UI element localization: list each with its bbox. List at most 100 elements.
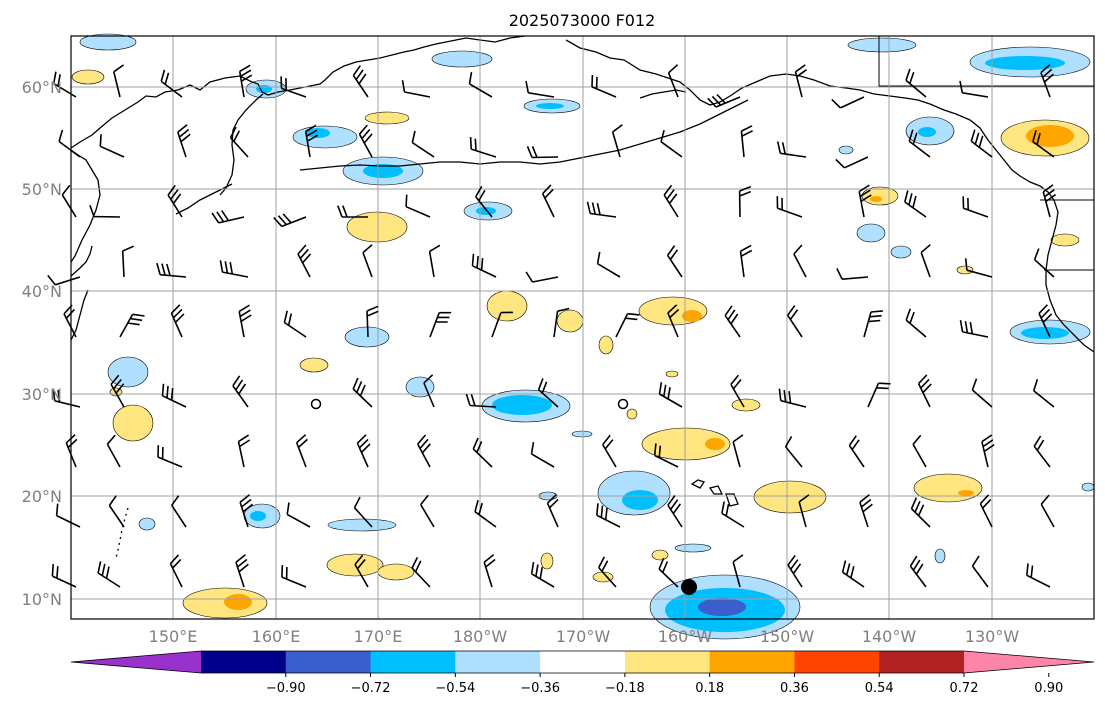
wind-barb bbox=[362, 244, 373, 278]
graticule bbox=[71, 36, 1094, 619]
contour-patch bbox=[918, 127, 936, 137]
wind-barb bbox=[959, 319, 989, 338]
wind-barb bbox=[905, 308, 927, 338]
lon-label: 160°E bbox=[252, 627, 301, 646]
wind-barb bbox=[52, 71, 77, 98]
wind-barb bbox=[1033, 248, 1055, 278]
wind-barb bbox=[295, 434, 308, 468]
wind-barb bbox=[156, 262, 187, 278]
wind-barb bbox=[411, 556, 431, 588]
wind-barb bbox=[238, 64, 253, 98]
wind-barb bbox=[1032, 129, 1055, 158]
contour-patch bbox=[327, 518, 397, 532]
island-chain bbox=[115, 507, 129, 559]
contour-patch bbox=[838, 145, 854, 155]
storm-center-marker bbox=[681, 579, 697, 595]
wind-barb bbox=[793, 244, 807, 278]
contour-patch bbox=[1081, 482, 1095, 492]
wind-barb bbox=[297, 244, 312, 278]
wind-barb bbox=[171, 495, 187, 528]
wind-barb bbox=[429, 311, 452, 338]
wind-barb bbox=[281, 565, 307, 588]
wind-barb bbox=[113, 64, 125, 98]
wind-barb bbox=[170, 304, 185, 338]
wind-barb bbox=[740, 125, 753, 158]
wind-barb bbox=[157, 445, 183, 468]
wind-barb bbox=[859, 494, 873, 528]
wind-barb bbox=[979, 494, 993, 528]
wind-barb bbox=[909, 555, 927, 588]
colorbar-tick-label: −0.54 bbox=[435, 681, 475, 696]
lon-label: 160°W bbox=[658, 627, 713, 646]
colorbar-tick-label: 0.54 bbox=[865, 681, 894, 696]
wind-barb bbox=[596, 251, 621, 278]
wind-barb bbox=[666, 245, 683, 278]
wind-barb bbox=[337, 205, 369, 218]
wind-barb bbox=[423, 374, 435, 408]
contour-patch bbox=[890, 245, 912, 259]
wind-barbs bbox=[47, 64, 1057, 588]
wind-barb bbox=[525, 80, 555, 98]
lat-label: 50°N bbox=[22, 180, 62, 199]
colorbar-segment bbox=[370, 651, 456, 673]
wind-barb bbox=[602, 434, 617, 468]
wind-barb bbox=[352, 65, 369, 98]
contour-patch bbox=[536, 103, 564, 109]
wind-barb bbox=[905, 68, 927, 98]
wind-barb bbox=[1032, 379, 1055, 408]
wind-barb bbox=[161, 383, 187, 408]
contour-patch bbox=[431, 50, 493, 68]
wind-barb bbox=[863, 310, 883, 338]
wind-barb bbox=[280, 76, 307, 98]
wind-barb bbox=[798, 494, 810, 528]
lat-label: 40°N bbox=[22, 282, 62, 301]
plot-frame bbox=[70, 35, 1095, 620]
wind-barb bbox=[615, 312, 640, 338]
wind-barb bbox=[908, 129, 931, 158]
wind-barb bbox=[304, 124, 319, 158]
wind-barb bbox=[663, 184, 679, 218]
wind-barb bbox=[61, 184, 77, 218]
coastline-hawaii bbox=[690, 479, 739, 507]
coastline-okhotsk bbox=[70, 149, 101, 263]
lon-label: 140°W bbox=[862, 627, 917, 646]
colorbar-segment bbox=[540, 651, 626, 673]
wind-barb bbox=[237, 434, 251, 468]
wind-barb bbox=[546, 494, 559, 528]
contour-patch bbox=[682, 310, 702, 322]
wind-barb bbox=[836, 268, 869, 280]
contour-patch bbox=[250, 511, 266, 521]
wind-barb bbox=[971, 378, 993, 408]
wind-barb bbox=[469, 137, 497, 158]
wind-barb bbox=[732, 554, 744, 588]
wind-barb bbox=[353, 496, 373, 528]
contour-patch bbox=[364, 111, 410, 125]
colorbar-tick-label: −0.72 bbox=[351, 681, 391, 696]
wind-barb bbox=[238, 304, 252, 338]
wind-barb bbox=[784, 436, 803, 468]
colorbar-extend-high bbox=[964, 651, 1094, 673]
wind-barb bbox=[730, 374, 745, 408]
wind-barb bbox=[110, 374, 125, 408]
contour-patch bbox=[476, 207, 496, 215]
wind-barb bbox=[465, 393, 497, 408]
wind-barb bbox=[356, 434, 371, 468]
colorbar-segment bbox=[455, 651, 541, 673]
coastline-aleutians bbox=[175, 123, 701, 215]
contour-patch bbox=[651, 549, 669, 561]
contour-patch bbox=[958, 490, 974, 496]
contour-patch bbox=[486, 290, 528, 322]
contour-patch bbox=[571, 430, 593, 438]
wind-barb bbox=[667, 495, 683, 528]
wind-barb bbox=[962, 196, 989, 218]
wind-barb bbox=[721, 501, 745, 528]
wind-barb bbox=[1040, 494, 1055, 528]
colorbar-segment bbox=[709, 651, 795, 673]
wind-barb bbox=[787, 305, 803, 338]
contour-patch bbox=[1021, 327, 1069, 339]
contour-patch bbox=[556, 309, 584, 333]
wind-barb bbox=[428, 244, 441, 278]
wind-barb bbox=[405, 194, 431, 218]
wind-barb bbox=[358, 124, 373, 158]
wind-barb bbox=[52, 388, 81, 408]
